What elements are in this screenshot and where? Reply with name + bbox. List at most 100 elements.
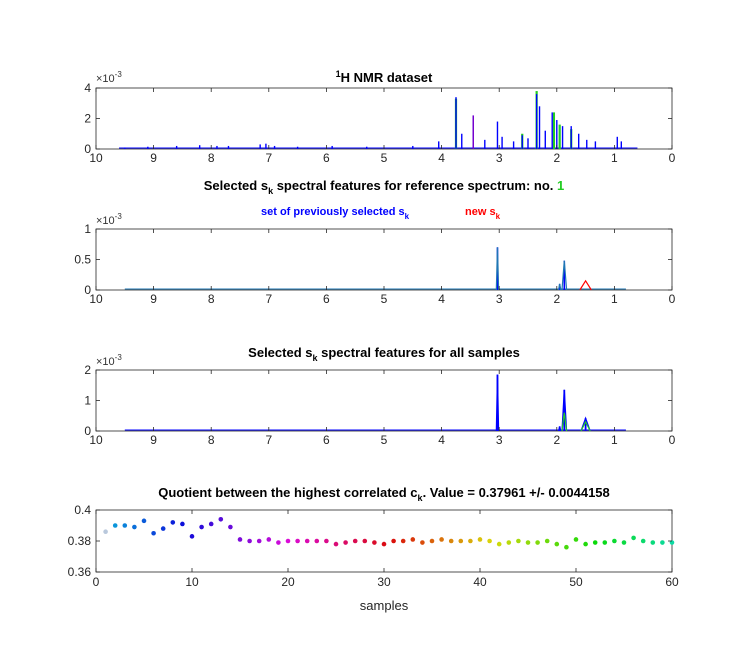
y-tick-label: 0.4 — [74, 503, 91, 517]
panel2-xticks: 10 9 8 7 6 5 4 3 2 1 0 — [89, 229, 676, 306]
panel1-xticks: 10 9 8 7 6 5 4 3 2 1 0 — [89, 88, 676, 165]
x-tick-label: 3 — [496, 292, 503, 306]
sample-point — [496, 541, 502, 547]
sample-point — [112, 523, 118, 528]
panel2-title: Selected sk spectral features for refere… — [204, 178, 565, 196]
panel4-xlabel: samples — [360, 598, 409, 613]
x-tick-label: 10 — [89, 292, 103, 306]
sample-point — [544, 538, 550, 544]
sample-point — [228, 524, 233, 530]
x-tick-label: 3 — [496, 151, 503, 165]
y-tick-label: 0 — [84, 283, 91, 297]
y-tick-label: 0 — [84, 424, 91, 438]
x-tick-label: 8 — [208, 433, 215, 447]
panel3-axes-box — [95, 369, 673, 432]
x-tick-label: 5 — [381, 292, 388, 306]
sample-point — [621, 540, 627, 545]
panel-nmr-dataset: 1H NMR dataset ×10-3 10 9 8 7 6 5 4 3 2 1 0 024 — [84, 69, 675, 165]
panel1-yticks: 0 2 4 — [84, 81, 672, 156]
sample-point — [583, 541, 588, 547]
x-tick-label: 5 — [381, 151, 388, 165]
sample-point — [458, 538, 464, 544]
x-tick-label: 40 — [473, 575, 487, 589]
x-tick-label: 2 — [553, 151, 560, 165]
x-tick-label: 10 — [89, 151, 103, 165]
sample-peak-shape — [561, 389, 568, 432]
y-tick-label: 0.36 — [68, 565, 92, 579]
y-tick-label: 2 — [84, 363, 91, 377]
panel4-yticks: 0.36 0.38 0.4 — [68, 503, 672, 579]
panel2-axes-box — [95, 228, 673, 291]
sample-point — [429, 538, 435, 544]
panel2-yticks: 00.51 — [74, 222, 672, 297]
sample-point — [170, 520, 176, 525]
sample-point — [660, 540, 665, 545]
x-tick-label: 50 — [569, 575, 583, 589]
sample-point — [304, 538, 310, 544]
sample-point — [420, 540, 425, 545]
x-tick-label: 3 — [496, 433, 503, 447]
sample-point — [180, 521, 185, 527]
y-tick-label: 1 — [84, 394, 91, 408]
sample-peak-shape — [557, 426, 562, 432]
sample-point — [669, 540, 675, 545]
panel1-title: 1H NMR dataset — [336, 69, 433, 85]
sample-point — [631, 535, 636, 541]
x-tick-label: 2 — [553, 292, 560, 306]
sample-point — [564, 544, 569, 550]
sample-point — [333, 541, 339, 547]
x-tick-label: 4 — [438, 433, 445, 447]
panel4-xticks: 0 10 20 30 40 50 60 — [93, 510, 679, 589]
x-tick-label: 0 — [669, 433, 676, 447]
x-tick-label: 1 — [611, 292, 618, 306]
x-tick-label: 0 — [669, 292, 676, 306]
sample-point — [554, 541, 560, 547]
reference-number: 1 — [557, 178, 564, 193]
x-tick-label: 6 — [323, 292, 330, 306]
sample-point — [381, 541, 387, 547]
panel3-title: Selected sk spectral features for all sa… — [248, 345, 520, 363]
x-tick-label: 9 — [150, 292, 157, 306]
x-tick-label: 1 — [611, 433, 618, 447]
sample-point — [468, 538, 473, 544]
x-tick-label: 60 — [665, 575, 679, 589]
y-tick-label: 0.5 — [74, 253, 91, 267]
panel1-peaks — [124, 91, 623, 149]
sample-point — [439, 537, 444, 542]
sample-point — [525, 540, 531, 545]
x-tick-label: 4 — [438, 151, 445, 165]
sample-point — [141, 518, 147, 524]
sample-point — [362, 538, 368, 544]
x-tick-label: 6 — [323, 151, 330, 165]
panel4-title: Quotient between the highest correlated … — [158, 485, 610, 503]
panel-quotient-scatter: Quotient between the highest correlated … — [68, 485, 679, 613]
x-tick-label: 0 — [669, 151, 676, 165]
sample-point — [103, 529, 108, 534]
x-tick-label: 30 — [377, 575, 391, 589]
x-tick-label: 5 — [381, 433, 388, 447]
sample-overlay-peak — [580, 420, 591, 432]
sample-point — [400, 538, 406, 544]
x-tick-label: 4 — [438, 292, 445, 306]
sample-point — [132, 524, 137, 530]
y-tick-label: 0 — [84, 142, 91, 156]
x-tick-label: 7 — [265, 292, 272, 306]
sample-point — [199, 524, 204, 530]
sample-point — [314, 538, 320, 544]
panel-all-samples-features: Selected sk spectral features for all sa… — [84, 345, 675, 447]
sample-point — [477, 537, 483, 542]
y-tick-label: 2 — [84, 112, 91, 126]
sample-point — [218, 517, 224, 522]
panel4-axes-box — [95, 509, 673, 573]
sample-point — [276, 540, 281, 545]
sample-point — [650, 540, 656, 545]
panel2-peaks — [495, 247, 592, 291]
sample-point — [448, 538, 454, 544]
panel2-exponent: ×10-3 — [96, 212, 122, 227]
panel3-xticks: 10 9 8 7 6 5 4 3 2 1 0 — [89, 370, 676, 447]
sample-point — [640, 538, 646, 544]
sample-point — [391, 538, 396, 544]
panel3-exponent: ×10-3 — [96, 353, 122, 368]
